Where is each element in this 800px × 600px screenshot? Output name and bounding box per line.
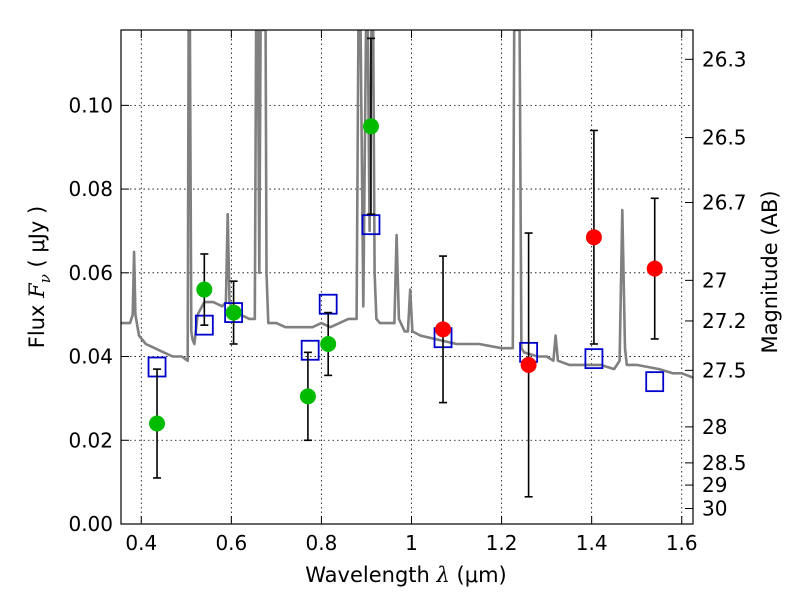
measured-point [435, 321, 452, 338]
markers-layer [147, 37, 665, 498]
axis-ticks: 0.4 0.6 0.8 1 1.2 1.4 1.6 0.00 0.02 0.04 0.06 0.08 0… [68, 30, 747, 555]
spectrum-line [121, 30, 693, 379]
y2-tick-label: 29 [702, 473, 727, 497]
y-tick-label: 0.06 [68, 261, 113, 285]
y2-tick-label: 28 [702, 415, 727, 439]
measured-point [520, 356, 537, 373]
measured-point [646, 260, 663, 277]
x-tick-label: 1 [405, 531, 418, 555]
y-tick-label: 0.10 [68, 93, 113, 117]
x-tick-label: 1.6 [666, 531, 698, 555]
y-tick-label: 0.04 [68, 345, 113, 369]
y2-tick-label: 26.5 [702, 126, 747, 150]
y2-tick-label: 30 [702, 497, 727, 521]
measured-point [585, 229, 602, 246]
model-point [318, 293, 338, 315]
model-point [584, 348, 604, 370]
y2-tick-label: 27.5 [702, 358, 747, 382]
measured-point [362, 118, 379, 135]
x-tick-label: 0.4 [125, 531, 157, 555]
y2-tick-label: 26.3 [702, 47, 747, 71]
x-tick-label: 1.2 [486, 531, 518, 555]
y2-tick-label: 27.2 [702, 309, 747, 333]
measured-point [225, 304, 242, 321]
y-axis-label: Flux Fν ( μJy ) [25, 206, 54, 348]
measured-point [299, 388, 316, 405]
model-point [645, 371, 665, 393]
model-point [300, 339, 320, 361]
measured-point [196, 281, 213, 298]
right-axis-label: Magnitude (AB) [758, 190, 782, 353]
x-axis-label: Wavelength λ (μm) [305, 563, 506, 587]
x-tick-label: 1.4 [576, 531, 608, 555]
model-point [361, 214, 381, 236]
plot-frame [120, 29, 694, 525]
x-tick-label: 0.6 [215, 531, 247, 555]
plot-area [121, 30, 693, 379]
x-tick-label: 0.8 [306, 531, 338, 555]
y2-tick-label: 27 [702, 268, 727, 292]
y-tick-label: 0.00 [68, 512, 113, 536]
measured-point [149, 415, 166, 432]
y-tick-label: 0.02 [68, 428, 113, 452]
y2-tick-label: 26.7 [702, 190, 747, 214]
measured-point [320, 335, 337, 352]
y2-tick-label: 28.5 [702, 451, 747, 475]
grid-lines [121, 30, 693, 524]
y-tick-label: 0.08 [68, 177, 113, 201]
